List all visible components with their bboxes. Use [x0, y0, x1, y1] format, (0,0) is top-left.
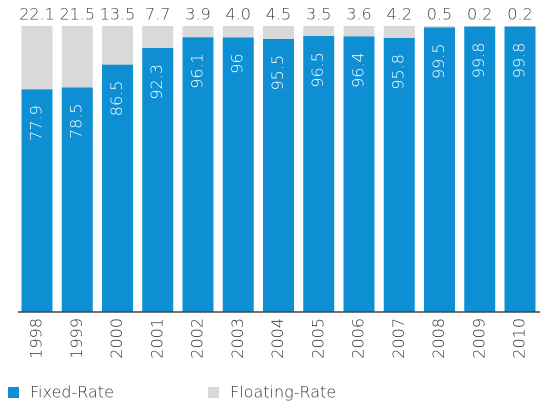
bar-segment — [142, 48, 174, 312]
value-label: 96 — [228, 53, 247, 73]
value-label: 21.5 — [59, 5, 95, 24]
x-tick-label: 1998 — [27, 318, 46, 359]
x-tick-label: 2000 — [107, 318, 126, 359]
bar-segment — [424, 26, 455, 28]
bar-segment — [303, 36, 335, 312]
bar-segment — [343, 26, 375, 37]
x-tick-label: 2004 — [268, 318, 287, 359]
x-tick-label: 2007 — [389, 318, 408, 359]
value-label: 77.9 — [27, 105, 46, 141]
bar-segment — [464, 26, 496, 313]
bar-segment — [21, 89, 53, 313]
x-tick-label: 2002 — [188, 318, 207, 359]
value-label: 96.1 — [188, 53, 207, 89]
bar-segment — [182, 26, 214, 38]
value-label: 0.5 — [427, 5, 452, 24]
bar-segment — [504, 26, 536, 313]
bar-segment — [61, 87, 93, 313]
bar-segment — [263, 26, 294, 39]
bar-segment — [222, 37, 254, 312]
value-label: 99.5 — [429, 43, 448, 79]
value-label: 0.2 — [507, 5, 532, 24]
bar-segment — [303, 26, 335, 37]
legend-swatch — [8, 387, 19, 398]
value-label: 13.5 — [100, 5, 136, 24]
bar-segment — [61, 26, 93, 88]
value-label: 78.5 — [67, 103, 86, 139]
x-tick-label: 2003 — [228, 318, 247, 359]
legend-label: Floating-Rate — [230, 383, 336, 402]
value-label: 3.9 — [185, 5, 210, 24]
bar-segment — [383, 38, 415, 313]
value-label: 99.8 — [469, 43, 488, 79]
x-tick-label: 2009 — [469, 318, 488, 359]
legend-swatch — [208, 387, 219, 398]
value-label: 4.0 — [226, 5, 251, 24]
value-label: 7.7 — [145, 5, 170, 24]
bar-segment — [383, 26, 415, 39]
x-tick-label: 2010 — [510, 318, 529, 359]
bar-segment — [182, 37, 214, 313]
value-label: 96.5 — [308, 52, 327, 88]
bar-segment — [504, 26, 536, 27]
value-label: 3.6 — [346, 5, 371, 24]
value-label: 4.5 — [266, 5, 291, 24]
x-tick-label: 2005 — [308, 318, 327, 359]
value-label: 96.4 — [349, 52, 368, 88]
legend-label: Fixed-Rate — [30, 383, 114, 402]
value-label: 3.5 — [306, 5, 331, 24]
x-tick-label: 2008 — [429, 318, 448, 359]
x-tick-label: 1999 — [67, 318, 86, 359]
value-label: 99.8 — [510, 43, 529, 79]
value-label: 86.5 — [107, 81, 126, 117]
x-tick-label: 2006 — [349, 318, 368, 359]
bar-segment — [142, 26, 174, 49]
bar-segment — [21, 26, 53, 90]
bar-segment — [424, 27, 455, 313]
bar-segment — [464, 26, 496, 27]
value-label: 95.5 — [268, 55, 287, 91]
bar-segment — [343, 36, 375, 313]
bar-segment — [263, 38, 294, 313]
value-label: 4.2 — [387, 5, 412, 24]
value-label: 22.1 — [19, 5, 55, 24]
x-tick-label: 2001 — [147, 318, 166, 359]
value-label: 92.3 — [147, 64, 166, 100]
value-label: 0.2 — [467, 5, 492, 24]
bar-segment — [222, 26, 254, 38]
bar-segment — [102, 64, 133, 312]
bar-segment — [102, 26, 133, 65]
value-label: 95.8 — [389, 54, 408, 90]
